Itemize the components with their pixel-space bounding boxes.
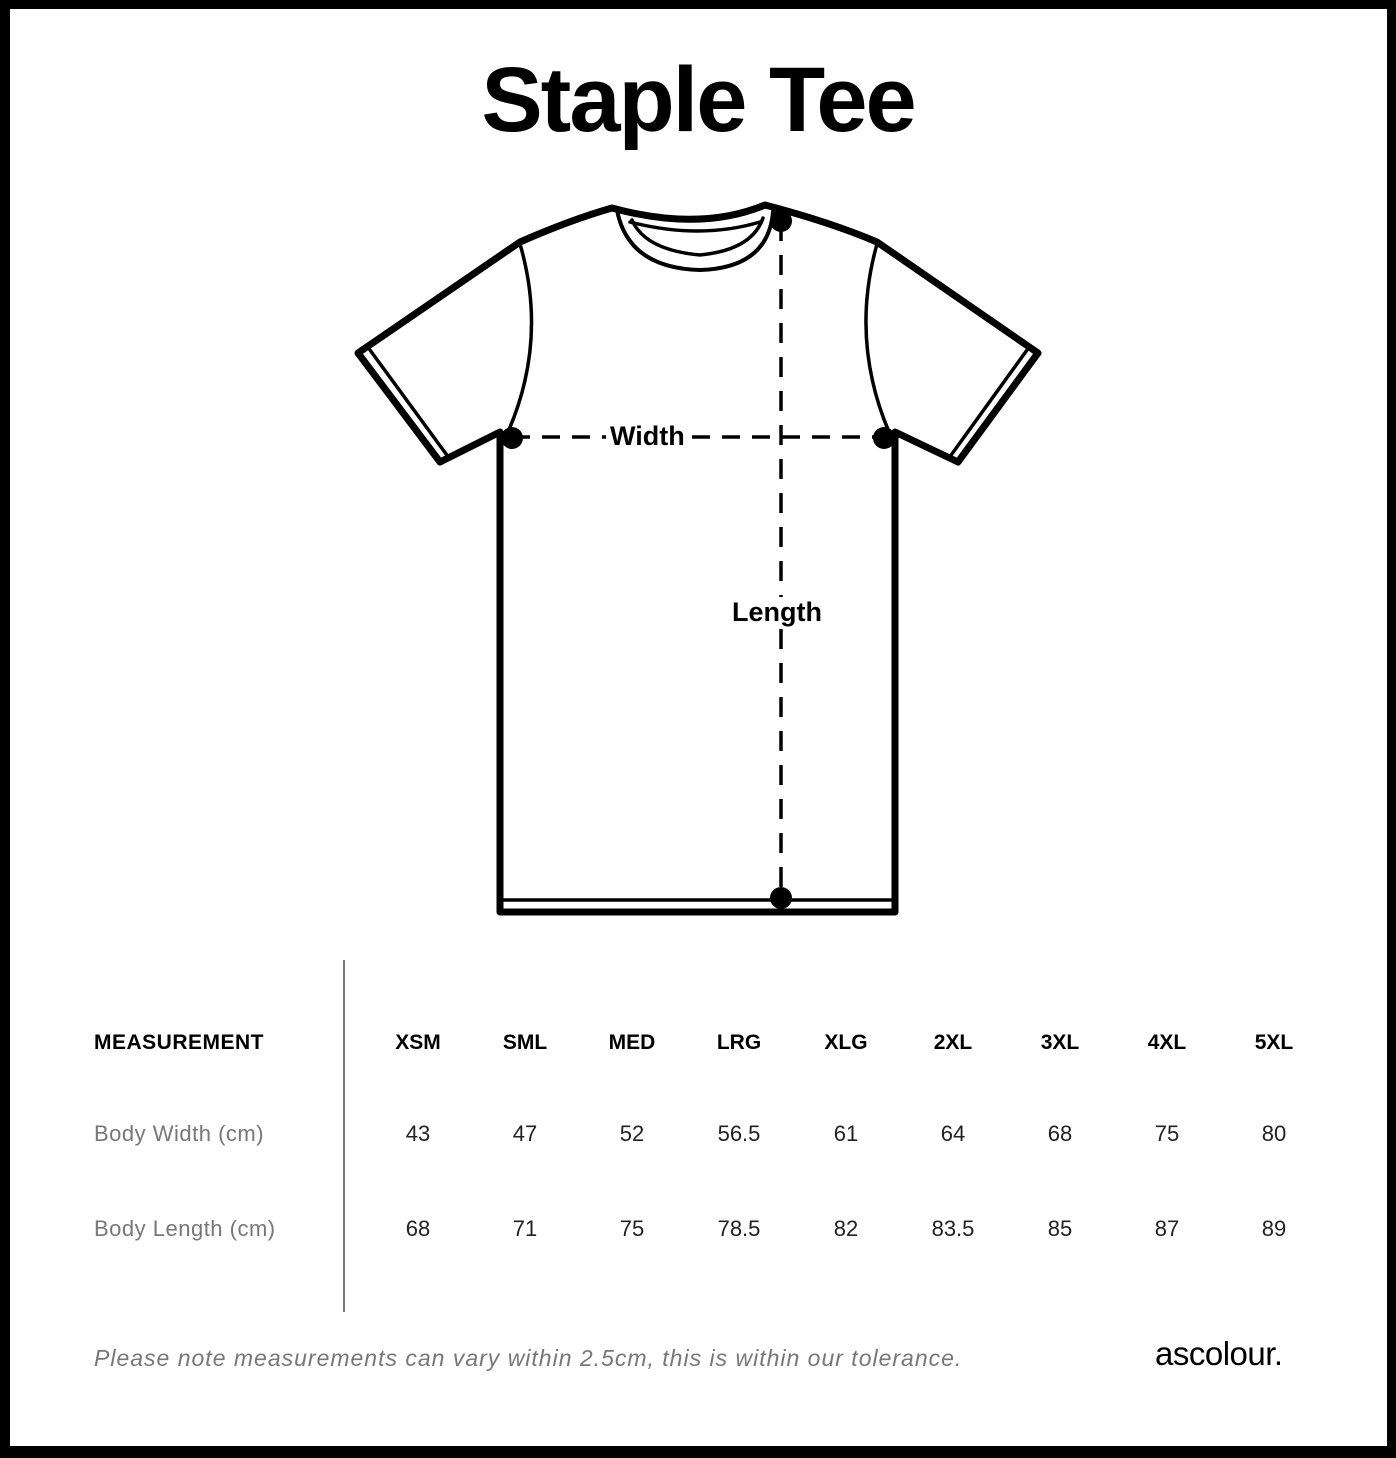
size-header-xlg: XLG bbox=[824, 1031, 868, 1054]
table-cell: 68 bbox=[405, 1216, 431, 1241]
table-cell: 83.5 bbox=[931, 1216, 975, 1241]
size-header-3xl: 3XL bbox=[1040, 1031, 1080, 1054]
table-cell: 75 bbox=[619, 1216, 645, 1241]
size-header-xsm: XSM bbox=[395, 1031, 441, 1054]
brand-logo: ascolour. bbox=[1155, 1335, 1283, 1372]
table-cell: 82 bbox=[833, 1216, 859, 1241]
row-label: Body Length (cm) bbox=[94, 1216, 276, 1241]
right-cuff-line bbox=[947, 348, 1029, 460]
length-start-dot bbox=[770, 210, 792, 232]
table-cell: 89 bbox=[1261, 1216, 1287, 1241]
collar-outer bbox=[615, 208, 775, 272]
table-cell: 52 bbox=[619, 1121, 645, 1146]
row-label: Body Width (cm) bbox=[94, 1121, 265, 1146]
t-shirt-diagram-icon bbox=[354, 201, 1042, 916]
table-cell: 43 bbox=[405, 1121, 431, 1146]
width-start-dot bbox=[501, 427, 523, 449]
tolerance-note: Please note measurements can vary within… bbox=[94, 1345, 963, 1371]
table-divider bbox=[343, 960, 345, 1312]
length-label: Length bbox=[728, 597, 826, 628]
table-cell: 80 bbox=[1261, 1121, 1287, 1146]
table-cell: 71 bbox=[512, 1216, 538, 1241]
width-end-dot bbox=[873, 427, 895, 449]
size-header-2xl: 2XL bbox=[933, 1031, 973, 1054]
left-sleeve-seam bbox=[506, 242, 534, 434]
table-cell: 87 bbox=[1154, 1216, 1180, 1241]
collar-band-line bbox=[628, 220, 762, 233]
table-cell: 47 bbox=[512, 1121, 538, 1146]
table-cell: 78.5 bbox=[717, 1216, 761, 1241]
width-label: Width bbox=[606, 421, 689, 452]
size-header-med: MED bbox=[608, 1031, 656, 1054]
collar-inner bbox=[630, 216, 765, 257]
size-header-5xl: 5XL bbox=[1254, 1031, 1294, 1054]
size-header-sml: SML bbox=[502, 1031, 548, 1054]
size-header-4xl: 4XL bbox=[1147, 1031, 1187, 1054]
right-sleeve-seam bbox=[864, 242, 891, 434]
table-cell: 56.5 bbox=[717, 1121, 761, 1146]
left-cuff-line bbox=[368, 348, 451, 460]
table-cell: 85 bbox=[1047, 1216, 1073, 1241]
size-header-lrg: LRG bbox=[716, 1031, 762, 1054]
length-end-dot bbox=[770, 887, 792, 909]
table-cell: 68 bbox=[1047, 1121, 1073, 1146]
table-cell: 61 bbox=[833, 1121, 859, 1146]
table-cell: 64 bbox=[940, 1121, 966, 1146]
page-title: Staple Tee bbox=[481, 49, 916, 151]
measurement-header: MEASUREMENT bbox=[94, 1031, 265, 1054]
shirt-outline bbox=[354, 201, 1042, 916]
table-cell: 75 bbox=[1154, 1121, 1180, 1146]
